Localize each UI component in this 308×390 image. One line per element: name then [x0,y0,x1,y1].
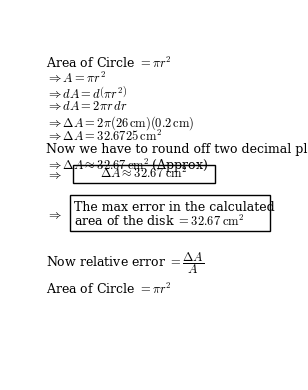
Text: $\Rightarrow A = \pi r^2$: $\Rightarrow A = \pi r^2$ [46,71,106,86]
Text: The max error in the calculated: The max error in the calculated [74,201,274,214]
Text: area of the disk $= 32.67\;\mathrm{cm}^2$: area of the disk $= 32.67\;\mathrm{cm}^2… [74,214,245,229]
Text: Now we have to round off two decimal places: Now we have to round off two decimal pla… [46,143,308,156]
Bar [73,165,215,183]
Text: $\Rightarrow \Delta A \approx 32.67\,\mathrm{cm}^2\;$(Approx): $\Rightarrow \Delta A \approx 32.67\,\ma… [46,157,208,176]
Text: $\Rightarrow dA = d\left(\pi r^2\right)$: $\Rightarrow dA = d\left(\pi r^2\right)$ [46,85,127,101]
Text: $\Rightarrow$: $\Rightarrow$ [46,168,62,181]
Text: $\Rightarrow dA = 2\pi r\,dr$: $\Rightarrow dA = 2\pi r\,dr$ [46,100,127,113]
Bar [70,195,270,230]
Text: Area of Circle $= \pi r^2$: Area of Circle $= \pi r^2$ [46,282,172,297]
Text: $\Rightarrow \Delta A = 2\pi(26\,\mathrm{cm})(0.2\,\mathrm{cm})$: $\Rightarrow \Delta A = 2\pi(26\,\mathrm… [46,114,194,132]
Text: $\Rightarrow$: $\Rightarrow$ [46,209,62,222]
Text: Now relative error $= \dfrac{\Delta A}{A}$: Now relative error $= \dfrac{\Delta A}{A… [46,250,204,276]
Text: $\Rightarrow \Delta A = 32.6725\,\mathrm{cm}^2$: $\Rightarrow \Delta A = 32.6725\,\mathrm… [46,128,162,144]
Text: Area of Circle $= \pi r^2$: Area of Circle $= \pi r^2$ [46,57,172,71]
Text: $\Delta A \approx 32.67\;\mathrm{cm}^2$: $\Delta A \approx 32.67\;\mathrm{cm}^2$ [99,166,188,181]
